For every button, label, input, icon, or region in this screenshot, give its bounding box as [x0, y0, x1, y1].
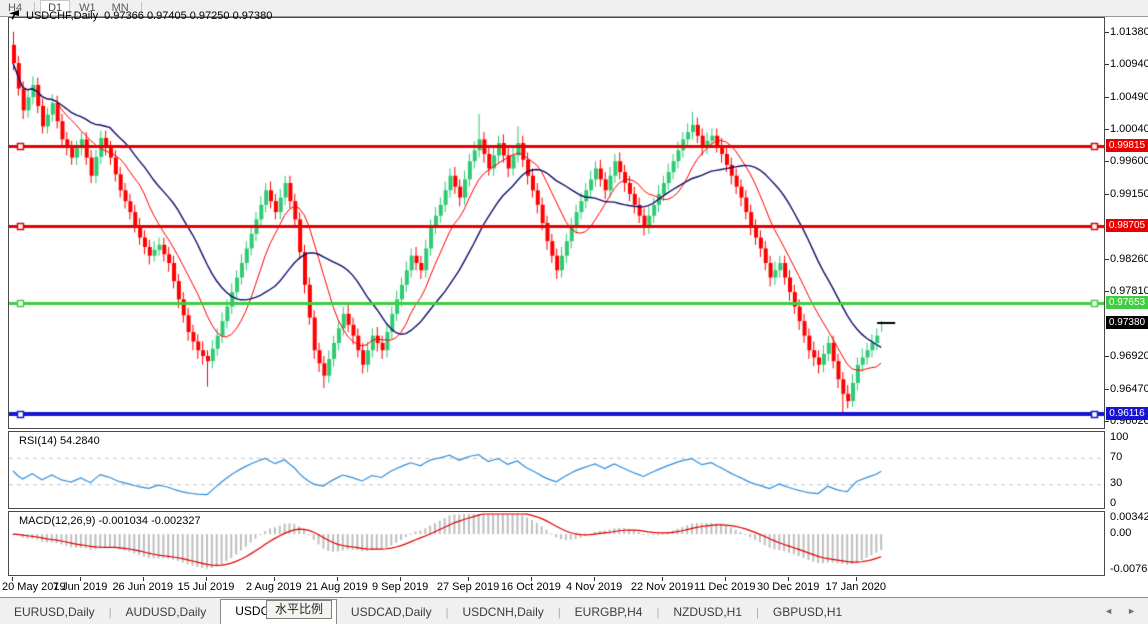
price-axis-tick — [1105, 356, 1109, 358]
price-axis-tick — [1105, 421, 1109, 423]
price-axis-tick — [1105, 388, 1109, 390]
price-axis-tick — [1105, 193, 1109, 195]
price-axis-tick — [1105, 63, 1109, 65]
date-axis-tick — [206, 577, 207, 581]
price-axis-tick — [1105, 129, 1109, 131]
price-axis-tick — [1105, 258, 1109, 260]
chart-tab-bar: EURUSD,Daily|AUDUSD,DailyUSDCHF,DailyUSD… — [0, 597, 1148, 624]
date-axis-tick — [79, 577, 81, 581]
tab-usdcad-daily[interactable]: USDCAD,Daily — [350, 605, 432, 619]
date-axis-tick — [661, 577, 663, 581]
tab-audusd-daily[interactable]: AUDUSD,Daily — [125, 605, 207, 619]
rsi-label: RSI(14) 54.2840 — [19, 435, 100, 447]
price-line-badge: 0.97653 — [1106, 295, 1148, 309]
date-axis-label: 26 Jun 2019 — [112, 581, 173, 593]
price-line-badge: 0.97380 — [1106, 315, 1148, 329]
price-axis-tick — [1105, 96, 1109, 98]
date-axis-label: 11 Dec 2019 — [693, 581, 756, 593]
date-axis-tick — [400, 577, 401, 581]
macd-axis-label: -0.007615 — [1110, 563, 1148, 575]
date-axis-label: 7 Jun 2019 — [52, 581, 108, 593]
price-axis-label: 0.97810 — [1110, 285, 1148, 298]
date-axis-tick — [855, 577, 857, 581]
chart-symbol-label: USDCHF,Daily — [26, 10, 99, 22]
price-axis-label: 1.01380 — [1110, 25, 1148, 38]
date-axis-tick — [142, 577, 144, 581]
macd-label: MACD(12,26,9) -0.001034 -0.002327 — [19, 515, 201, 527]
date-axis-label: 4 Nov 2019 — [566, 581, 623, 593]
date-axis-tick — [273, 577, 275, 581]
tab-nzdusd-h1[interactable]: NZDUSD,H1 — [673, 605, 743, 619]
tab-separator: | — [108, 607, 112, 619]
main-chart-panel — [8, 17, 1105, 429]
date-axis-label: 16 Oct 2019 — [500, 581, 561, 593]
date-axis-tick — [12, 577, 13, 581]
date-axis-label: 17 Jan 2020 — [825, 581, 886, 593]
date-axis-label: 9 Sep 2019 — [372, 581, 429, 593]
tab-scroll-left-icon[interactable]: ◄ — [1104, 606, 1114, 616]
main-chart-canvas[interactable] — [9, 18, 1104, 428]
tab-scroll-arrows: ◄ ► — [1104, 606, 1136, 616]
price-line-badge: 0.98705 — [1106, 219, 1148, 233]
macd-panel: MACD(12,26,9) -0.001034 -0.002327 — [8, 511, 1105, 576]
rsi-panel: RSI(14) 54.2840 — [8, 431, 1105, 509]
price-axis-tick — [1105, 291, 1109, 293]
price-axis-label: 1.00040 — [1110, 123, 1148, 136]
date-axis-label: 15 Jul 2019 — [177, 581, 235, 593]
rsi-canvas[interactable] — [9, 432, 1104, 508]
price-axis-label: 0.96470 — [1110, 382, 1148, 395]
tab-separator: | — [756, 607, 759, 619]
price-line-badge: 0.99815 — [1106, 138, 1148, 152]
rsi-axis-label: 0 — [1110, 497, 1117, 509]
macd-axis-label: 0.003428 — [1110, 511, 1148, 523]
price-axis-label: 0.98260 — [1110, 252, 1148, 265]
rsi-axis-label: 100 — [1110, 431, 1129, 443]
tooltip-horizontal-scale: 水平比例 — [266, 600, 333, 619]
date-axis-label: 22 Nov 2019 — [630, 581, 694, 593]
timeframe-toolbar: H4 D1 W1 MN — [0, 0, 1148, 17]
tab-eurusd-daily[interactable]: EURUSD,Daily — [14, 605, 95, 619]
toolbar-separator — [140, 2, 142, 14]
date-axis-tick — [788, 577, 789, 581]
date-axis-label: 21 Aug 2019 — [305, 581, 368, 593]
tab-separator: | — [557, 607, 561, 619]
price-axis-label: 0.99150 — [1110, 187, 1148, 200]
date-axis-tick — [467, 577, 469, 581]
tab-gbpusd-h1[interactable]: GBPUSD,H1 — [772, 605, 843, 619]
price-axis-label: 0.99600 — [1110, 155, 1148, 168]
date-axis-tick — [724, 577, 726, 581]
date-axis-label: 2 Aug 2019 — [245, 581, 302, 593]
date-axis-label: 30 Dec 2019 — [757, 581, 820, 593]
date-axis-tick — [594, 577, 595, 581]
macd-axis-label: 0.00 — [1110, 527, 1132, 540]
price-axis-tick — [1105, 161, 1109, 163]
rsi-axis-label: 70 — [1110, 450, 1123, 463]
date-axis-label: 20 May 2019 — [2, 581, 66, 593]
chart-pointer-icon — [8, 9, 20, 23]
tab-separator: | — [656, 607, 660, 619]
price-axis[interactable]: 1.01380 1.00940 1.00490 1.00040 0.99600 0.991… — [1105, 17, 1148, 577]
timeframe-button-w1[interactable]: W1 — [79, 2, 96, 14]
timeframe-button-d1[interactable]: D1 — [40, 0, 71, 16]
price-axis-label: 0.96920 — [1110, 350, 1148, 363]
date-axis-tick — [336, 577, 338, 581]
tab-scroll-right-icon[interactable]: ► — [1127, 606, 1136, 616]
date-axis-tick — [530, 577, 532, 581]
price-axis-label: 1.00490 — [1110, 90, 1148, 103]
toolbar-separator — [34, 2, 36, 14]
tab-usdcnh-daily[interactable]: USDCNH,Daily — [462, 605, 544, 619]
macd-canvas[interactable] — [9, 512, 1104, 575]
price-axis-label: 1.00940 — [1110, 57, 1148, 70]
tab-separator: | — [445, 607, 449, 619]
price-line-badge: 0.96116 — [1106, 407, 1148, 421]
timeframe-button-mn[interactable]: MN — [111, 2, 129, 14]
tab-eurgbp-h4[interactable]: EURGBP,H4 — [574, 605, 643, 619]
date-axis[interactable]: 20 May 2019 7 Jun 2019 26 Jun 2019 15 Jul 2… — [0, 577, 1148, 597]
rsi-axis-label: 30 — [1110, 477, 1123, 490]
chart-title: USDCHF,Daily 0.97366 0.97405 0.97250 0.9… — [8, 9, 272, 23]
date-axis-label: 27 Sep 2019 — [436, 581, 500, 593]
price-axis-tick — [1105, 31, 1109, 33]
chart-ohlc-values: 0.97366 0.97405 0.97250 0.97380 — [104, 10, 273, 22]
